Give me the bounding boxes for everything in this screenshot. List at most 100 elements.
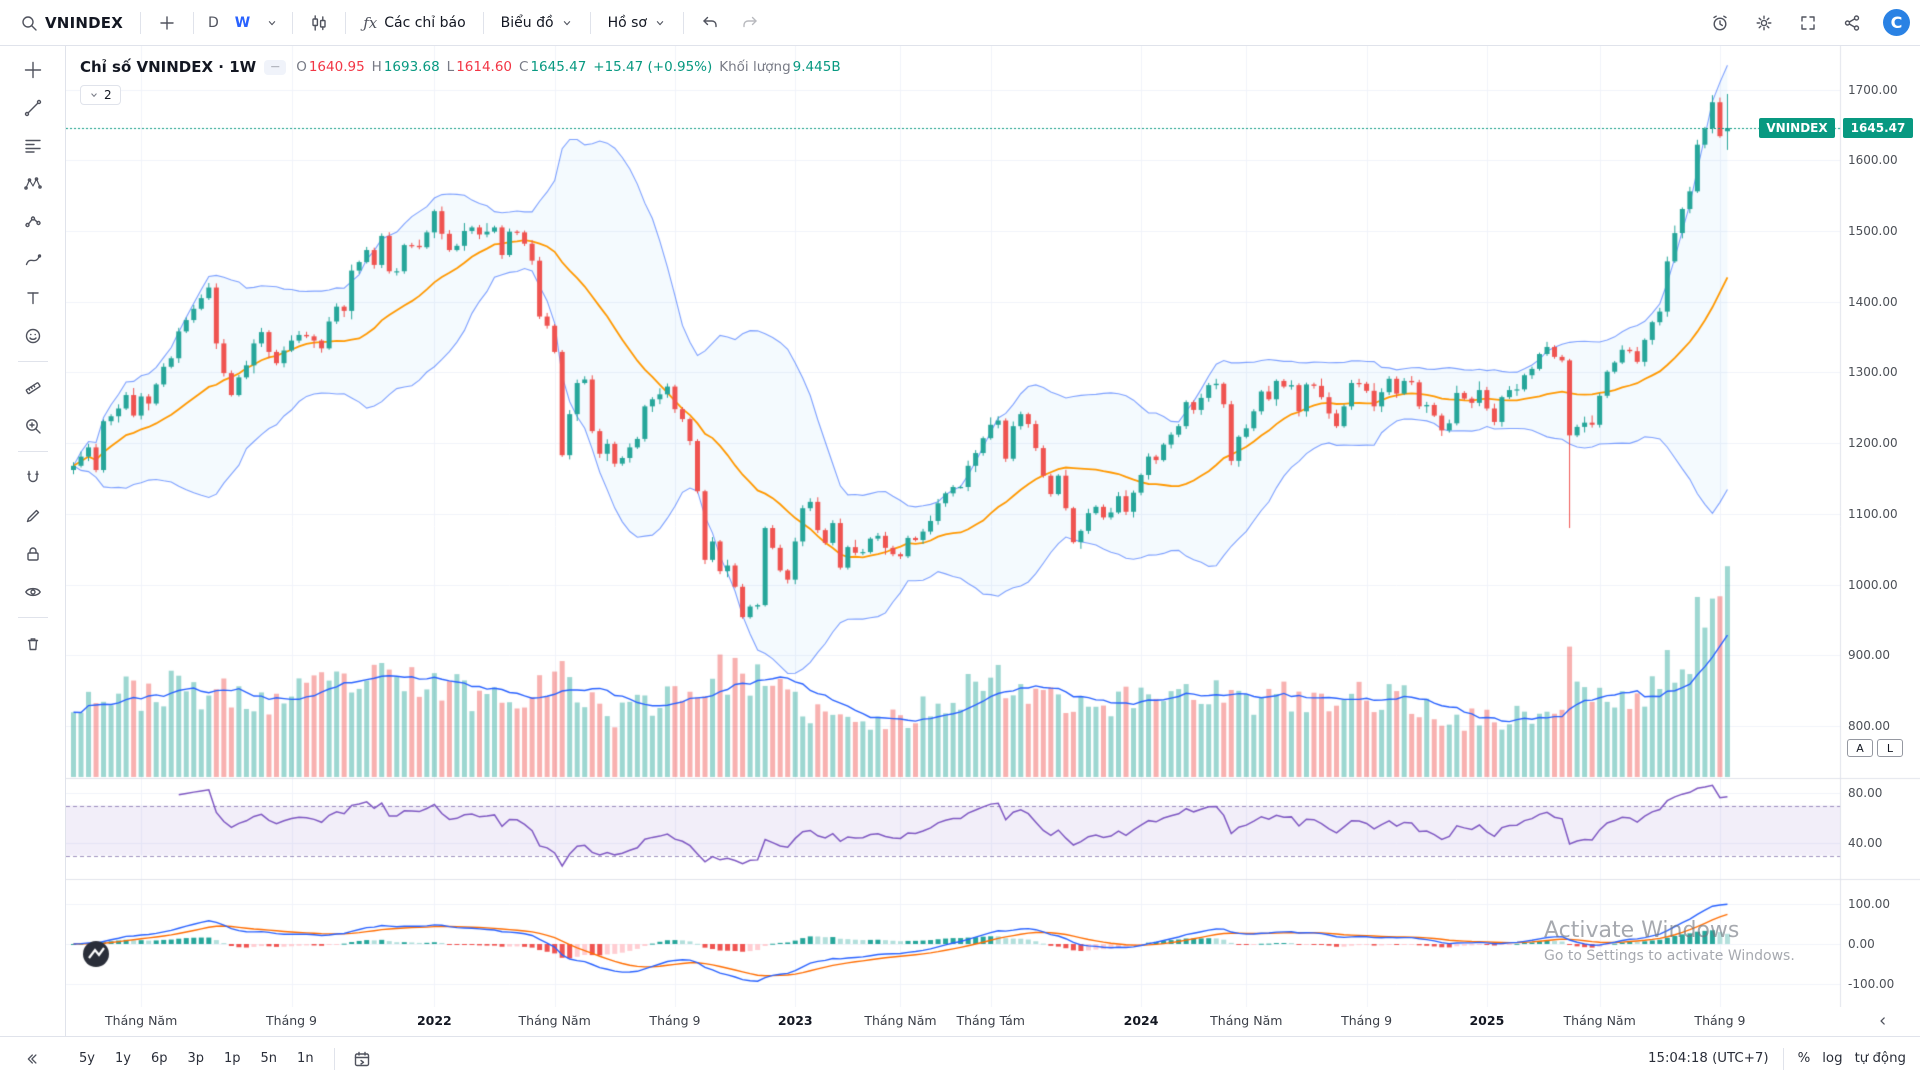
share-icon bbox=[1843, 14, 1861, 32]
profile-menu-button[interactable]: Hồ sơ bbox=[598, 9, 676, 37]
browser-logo[interactable]: C bbox=[1883, 9, 1910, 36]
time-tick-label: Tháng Năm bbox=[1210, 1013, 1283, 1028]
macd-tick-label: 100.00 bbox=[1848, 896, 1890, 911]
log-scale-button[interactable]: L bbox=[1877, 739, 1903, 757]
xabcd-pattern-button[interactable] bbox=[14, 166, 52, 201]
calendar-icon bbox=[353, 1050, 371, 1068]
emoji-icon bbox=[24, 327, 42, 345]
collapsed-count: 2 bbox=[104, 88, 112, 102]
fullscreen-icon bbox=[1799, 14, 1817, 32]
undo-button[interactable] bbox=[691, 8, 729, 38]
volume-value: 9.445B bbox=[792, 59, 841, 75]
gear-icon bbox=[1755, 14, 1773, 32]
settings-button[interactable] bbox=[1745, 8, 1783, 38]
price-chart-canvas[interactable] bbox=[66, 46, 1920, 1036]
chart-title[interactable]: Chỉ số VNINDEX · 1W bbox=[80, 58, 257, 76]
trash-button[interactable] bbox=[14, 626, 52, 661]
price-tick-label: 1200.00 bbox=[1848, 436, 1898, 451]
interval-week-button[interactable]: W bbox=[228, 9, 257, 37]
open-label: O bbox=[296, 59, 307, 75]
toolbar-divider bbox=[333, 1047, 335, 1070]
time-tick-label: 2023 bbox=[777, 1013, 813, 1028]
toolbar-divider bbox=[345, 11, 347, 34]
interval-menu-button[interactable] bbox=[259, 11, 285, 35]
lock-icon bbox=[24, 545, 42, 563]
fx-icon: ƒx bbox=[363, 13, 378, 32]
price-axis[interactable]: 1700.00 1600.00 1500.00 1400.00 1300.00 1200.… bbox=[1841, 46, 1920, 1007]
fullscreen-button[interactable] bbox=[1789, 8, 1827, 38]
chart-menu-button[interactable]: Biểu đồ bbox=[491, 9, 583, 37]
pencil-button[interactable] bbox=[14, 498, 52, 533]
share-button[interactable] bbox=[1833, 8, 1871, 38]
chart-style-button[interactable] bbox=[300, 8, 338, 38]
time-axis[interactable]: Tháng Năm Tháng 9 2022 Tháng Năm Tháng 9 2023… bbox=[66, 1007, 1920, 1036]
magnet-button[interactable] bbox=[14, 460, 52, 495]
compare-add-button[interactable] bbox=[148, 8, 186, 38]
crosshair-button[interactable] bbox=[14, 52, 52, 87]
symbol-search-button[interactable]: VNINDEX bbox=[10, 8, 133, 38]
ruler-button[interactable] bbox=[14, 370, 52, 405]
eye-button[interactable] bbox=[14, 574, 52, 609]
axis-corner-chevron-button[interactable] bbox=[1872, 1010, 1894, 1032]
replay-button[interactable] bbox=[1701, 8, 1739, 38]
auto-scale-button[interactable]: A bbox=[1847, 739, 1873, 757]
price-tick-label: 1600.00 bbox=[1848, 153, 1898, 168]
double-chevron-left-icon bbox=[23, 1051, 39, 1067]
chevron-down-icon bbox=[89, 90, 99, 100]
scale-mode-buttons: A L bbox=[1847, 739, 1903, 757]
brush-button[interactable] bbox=[14, 242, 52, 277]
bottom-toolbar: 5y 1y 6p 3p 1p 5n 1n 15:04:18 (UTC+7) % log tự… bbox=[0, 1036, 1920, 1080]
text-tool-button[interactable] bbox=[14, 280, 52, 315]
trash-icon bbox=[24, 635, 42, 653]
chart-area: Chỉ số VNINDEX · 1W — O 1640.95 H 1693.6… bbox=[66, 46, 1920, 1036]
indicators-button[interactable]: ƒx Các chỉ báo bbox=[353, 8, 475, 38]
price-tick-label: 1000.00 bbox=[1848, 577, 1898, 592]
clock-button[interactable]: 15:04:18 (UTC+7) bbox=[1647, 1051, 1769, 1066]
interval-day-button[interactable]: D bbox=[201, 9, 226, 37]
close-label: C bbox=[519, 59, 529, 75]
toolbar-separator bbox=[17, 361, 48, 362]
macd-tick-label: 0.00 bbox=[1848, 937, 1875, 951]
price-tick-label: 1100.00 bbox=[1848, 506, 1898, 521]
lock-button[interactable] bbox=[14, 536, 52, 571]
undo-icon bbox=[701, 14, 719, 32]
low-value: 1614.60 bbox=[456, 59, 513, 75]
forecast-icon bbox=[24, 213, 42, 231]
percent-scale-button[interactable]: % bbox=[1797, 1051, 1811, 1066]
emoji-button[interactable] bbox=[14, 318, 52, 353]
chart-legend: Chỉ số VNINDEX · 1W — O 1640.95 H 1693.6… bbox=[80, 56, 848, 105]
toolbar-divider bbox=[1782, 1047, 1784, 1070]
time-tick-label: Tháng Năm bbox=[864, 1013, 937, 1028]
plus-icon bbox=[158, 14, 176, 32]
forecast-button[interactable] bbox=[14, 204, 52, 239]
range-1p-button[interactable]: 1p bbox=[215, 1046, 250, 1071]
chart-menu-label: Biểu đồ bbox=[500, 14, 554, 31]
auto-scale-toggle-button[interactable]: tự động bbox=[1854, 1051, 1906, 1066]
close-value: 1645.47 bbox=[530, 59, 587, 75]
range-6p-button[interactable]: 6p bbox=[142, 1046, 177, 1071]
time-tick-label: Tháng Năm bbox=[105, 1013, 178, 1028]
range-3p-button[interactable]: 3p bbox=[178, 1046, 213, 1071]
price-tick-label: 1300.00 bbox=[1848, 365, 1898, 380]
trend-line-button[interactable] bbox=[14, 90, 52, 125]
go-to-date-button[interactable] bbox=[346, 1044, 378, 1074]
indicators-collapsed-chip[interactable]: 2 bbox=[80, 85, 121, 105]
redo-button[interactable] bbox=[731, 8, 769, 38]
alarm-clock-icon bbox=[1711, 14, 1729, 32]
fib-retracement-button[interactable] bbox=[14, 128, 52, 163]
range-1n-button[interactable]: 1n bbox=[288, 1046, 323, 1071]
legend-collapse-button[interactable]: — bbox=[264, 59, 287, 75]
range-1y-button[interactable]: 1y bbox=[106, 1046, 140, 1071]
brush-icon bbox=[24, 251, 42, 269]
range-5y-button[interactable]: 5y bbox=[70, 1046, 104, 1071]
volume-label: Khối lượng bbox=[719, 59, 791, 75]
xabcd-pattern-icon bbox=[23, 175, 42, 193]
zoom-in-button[interactable] bbox=[14, 408, 52, 443]
log-scale-toggle-button[interactable]: log bbox=[1822, 1051, 1843, 1066]
date-range-buttons: 5y 1y 6p 3p 1p 5n 1n bbox=[70, 1046, 323, 1071]
toolbar-divider bbox=[192, 11, 194, 34]
time-tick-label: Tháng Năm bbox=[518, 1013, 591, 1028]
collapse-drawing-toolbar-button[interactable] bbox=[14, 1044, 48, 1074]
eye-icon bbox=[24, 583, 42, 601]
range-5n-button[interactable]: 5n bbox=[252, 1046, 287, 1071]
